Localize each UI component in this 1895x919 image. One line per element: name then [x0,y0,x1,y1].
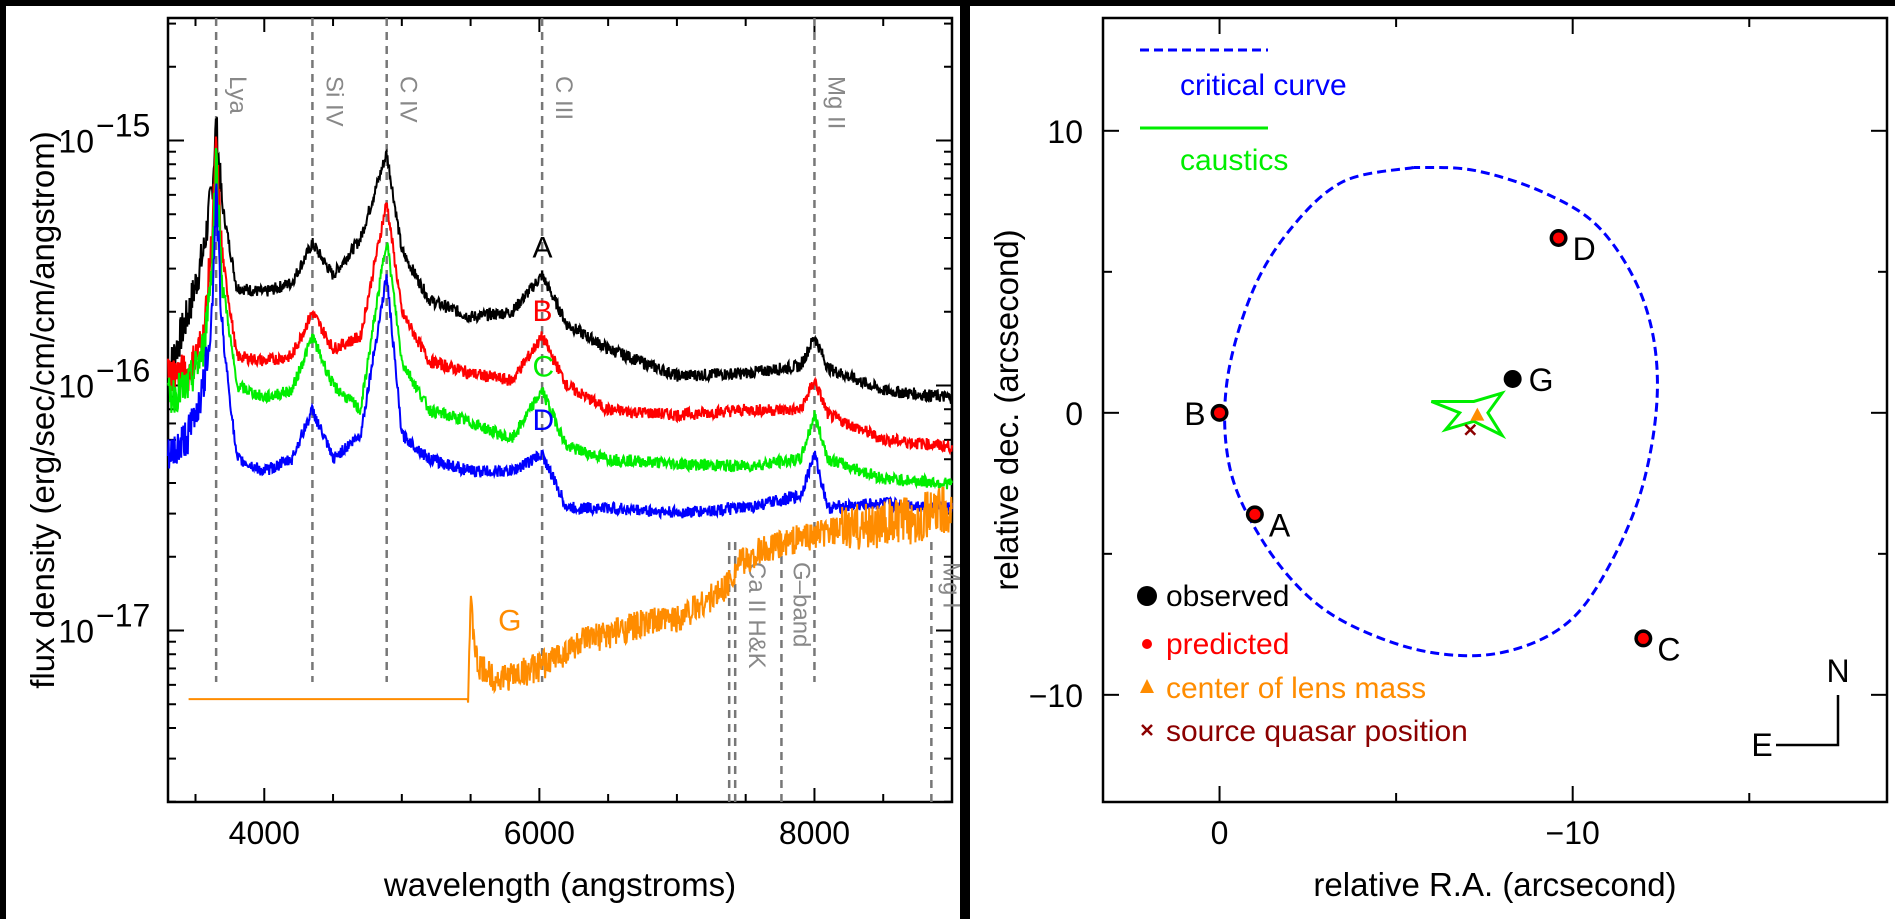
series-label: G [498,605,521,638]
series-a-line [167,117,953,404]
image-label: A [1269,507,1291,543]
x-tick-label: 0 [1211,815,1229,851]
y-tick-exponent: −15 [96,108,150,144]
series-c-line [167,147,953,490]
series-d-line [167,183,953,520]
emission-line-label: Lya [224,76,251,114]
predicted-marker [1249,508,1261,520]
image-label: C [1657,631,1680,667]
series-label: C [532,351,554,384]
source-position-marker [1464,423,1477,436]
legend-critical-curve-label: critical curve [1180,69,1347,102]
lens-map-ticks [1103,18,1887,802]
y-tick-base: 10 [58,369,94,405]
spectrum-ticks [168,18,953,803]
y-tick-exponent: −16 [96,353,150,389]
predicted-marker [1553,232,1565,244]
x-tick-label: 8000 [779,815,850,851]
y-tick-label: 10 −16 [58,353,150,405]
predicted-marker [1637,632,1649,644]
spectrum-x-axis-label: wavelength (angstroms) [383,866,736,903]
legend-marker-label: observed [1166,580,1289,613]
legend-predicted-swatch [1142,639,1152,649]
y-tick-exponent: −17 [96,598,150,634]
lens-map-x-axis-label: relative R.A. (arcsecond) [1313,866,1676,903]
y-tick-label: 0 [1065,396,1083,432]
series-label: D [532,404,554,437]
legend-marker-label: predicted [1166,628,1289,661]
spectrum-panel: Lya Si IV C IV C III Mg II Ca II H&K G–band Mg … [6,6,964,919]
series-b-line [167,136,953,456]
predicted-marker [1214,407,1226,419]
spectrum-y-axis-label: flux density (erg/sec/cm/cm/angstrom) [24,131,61,689]
series-label: A [532,232,552,265]
absorption-line-label: Mg I [937,562,964,609]
compass-north-label: N [1826,653,1849,689]
compass: NE [1751,653,1849,763]
legend-lens-center-swatch [1140,679,1154,693]
compass-arrows [1776,695,1840,747]
lens-map-y-axis-label: relative dec. (arcsecond) [988,229,1025,590]
absorption-line-label: Ca II H&K [743,562,770,669]
series-label: B [532,295,552,328]
y-tick-label: 10 [1047,114,1083,150]
caustic-curve [1430,390,1507,440]
y-tick-base: 10 [58,614,94,650]
x-tick-label: −10 [1546,815,1600,851]
x-tick-label: 6000 [504,815,575,851]
image-label: D [1573,231,1596,267]
lens-map-legend: critical curve caustics observed predicted c… [1137,48,1468,748]
y-tick-base: 10 [58,124,94,160]
legend-marker-label: center of lens mass [1166,672,1426,705]
critical-curve [1223,165,1659,658]
lens-map-panel: A B C D G critical curve caustics observed pred… [970,6,1895,919]
lens-map-curves [1223,165,1659,658]
image-label: B [1184,396,1205,432]
series-g-line [188,486,953,703]
legend-marker-label: source quasar position [1166,715,1468,748]
lens-center-marker [1470,407,1485,421]
lens-map-points: A B C D G [1184,228,1680,667]
y-tick-label: −10 [1029,678,1083,714]
legend-caustics-label: caustics [1180,144,1288,177]
legend-source-swatch [1141,724,1153,736]
emission-line-label: Si IV [320,76,347,127]
image-label: G [1529,362,1554,398]
lens-map-tick-labels: 0 −10 10 0 −10 [1029,114,1600,851]
x-tick-label: 4000 [229,815,300,851]
y-tick-label: 10 −17 [58,598,150,650]
emission-line-label: C III [550,76,577,120]
emission-line-label: Mg II [822,76,849,129]
y-tick-label: 10 −15 [58,108,150,160]
absorption-line-label: G–band [787,562,814,647]
compass-east-label: E [1751,727,1772,763]
observed-marker [1503,369,1522,388]
emission-line-label: C IV [395,76,422,123]
lens-map-plot-frame [1101,16,1889,804]
legend-observed-swatch [1137,586,1157,606]
lens-map-background [970,6,1895,919]
